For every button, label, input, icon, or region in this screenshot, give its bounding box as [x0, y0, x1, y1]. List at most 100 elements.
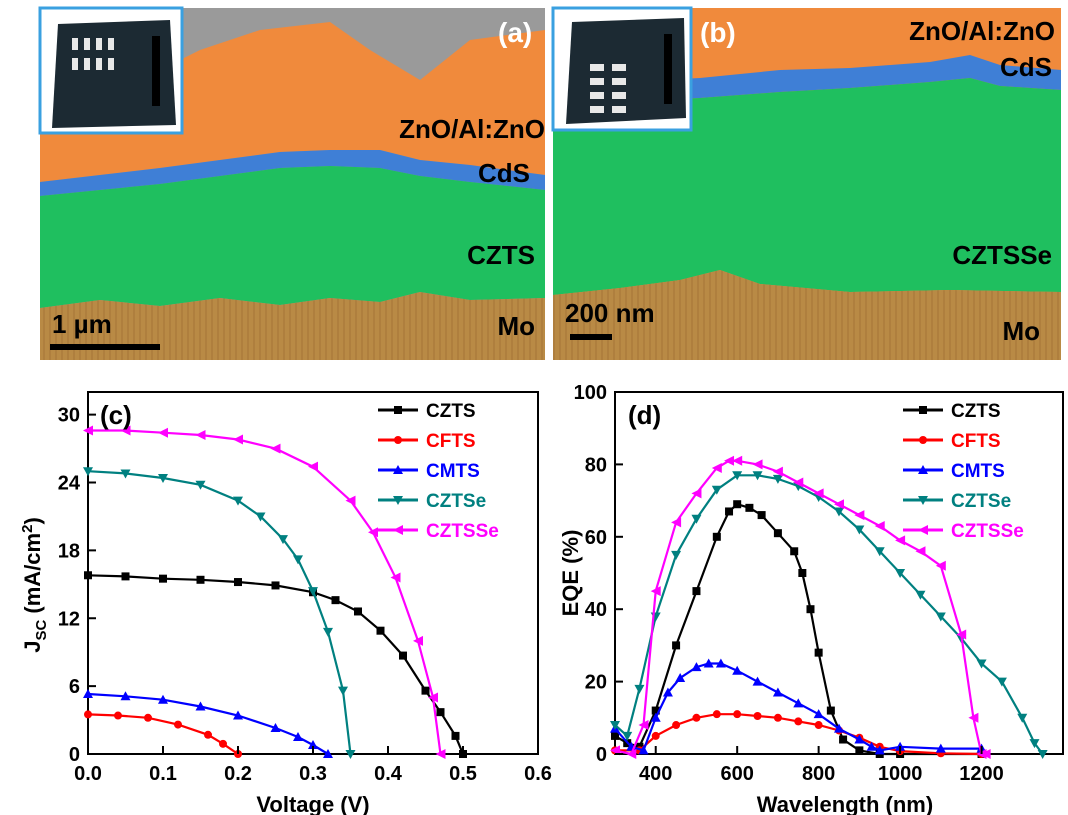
jv-point-cmts	[323, 749, 333, 758]
jv-y-label-sup: 2	[19, 525, 36, 533]
eqe-point-cfts	[651, 731, 660, 740]
eqe-legend-marker-cmts	[918, 465, 928, 474]
eqe-x-tick-label: 1000	[878, 763, 923, 785]
jv-point-cztse	[293, 555, 303, 565]
jv-plot-frame	[87, 391, 539, 755]
eqe-series-line-cztse	[614, 474, 1044, 755]
jv-legend-marker-cmts	[393, 465, 403, 474]
eqe-y-tick-label: 0	[596, 744, 607, 766]
eqe-point-cmts	[703, 658, 714, 668]
eqe-legend-marker-cztsse	[918, 525, 928, 535]
eqe-point-cztse	[996, 677, 1007, 687]
jv-point-czts	[196, 575, 205, 584]
eqe-point-cztsse	[724, 455, 735, 466]
panel-b-mo-label: Mo	[1002, 316, 1040, 346]
eqe-point-cztse	[691, 514, 702, 524]
mo-layer-b	[553, 270, 1061, 360]
jv-point-cztsse	[435, 749, 446, 759]
jv-point-czts	[159, 574, 167, 583]
eqe-point-cztse	[772, 474, 783, 484]
jv-legend-label-cztsse: CZTSSe	[426, 521, 499, 542]
eqe-point-cfts	[712, 710, 721, 719]
jv-point-cmts	[195, 701, 206, 711]
eqe-point-czts	[733, 500, 742, 509]
eqe-point-cztsse	[626, 749, 637, 759]
eqe-y-tick-label: 60	[585, 527, 607, 549]
panel-b-scalebar-label: 200 nm	[565, 298, 655, 328]
mo-layer-a	[40, 292, 545, 360]
jv-point-cfts	[219, 739, 227, 748]
eqe-point-cfts	[672, 721, 681, 730]
eqe-point-cmts	[675, 672, 686, 682]
czts-layer-a	[40, 166, 545, 308]
jv-point-cztse	[195, 480, 206, 490]
eqe-point-cztsse	[895, 535, 906, 546]
eqe-point-cfts	[753, 711, 762, 720]
czts-layer-b	[553, 78, 1061, 295]
eqe-point-czts	[725, 507, 734, 516]
jv-point-cmts	[233, 710, 243, 720]
jv-point-cztsse	[120, 425, 131, 436]
eqe-point-cmts	[813, 709, 824, 719]
jv-point-cztsse	[83, 425, 93, 436]
panel-a-mo-label: Mo	[497, 311, 535, 341]
eqe-point-cmts	[752, 676, 763, 686]
jv-legend-marker-cfts	[394, 436, 402, 444]
eqe-y-tick-label: 20	[585, 672, 607, 694]
eqe-chart: 400 600 800 1000 1200 0 20 40 60 80 100 CZTS CFTS CM…	[558, 382, 1064, 815]
jv-point-cztse	[323, 627, 333, 637]
jv-point-cztse	[255, 512, 266, 522]
eqe-legend-label-cztse: CZTSe	[951, 491, 1011, 512]
jv-point-cztse	[338, 686, 348, 696]
eqe-point-cztse	[895, 569, 906, 578]
jv-point-cztsse	[368, 527, 378, 538]
jv-point-cztse	[158, 473, 168, 483]
jv-legend-label-czts: CZTS	[426, 401, 476, 422]
eqe-point-cmts	[715, 658, 726, 668]
eqe-x-tick-label: 800	[802, 763, 835, 785]
eqe-point-czts	[798, 569, 807, 577]
jv-point-cztsse	[345, 495, 356, 506]
jv-point-czts	[421, 686, 430, 695]
eqe-point-cmts	[834, 723, 844, 733]
eqe-y-tick-label: 40	[585, 599, 607, 621]
eqe-series-line-czts	[614, 502, 982, 756]
jv-point-czts	[376, 626, 385, 635]
jv-legend-marker-cztsse	[393, 525, 403, 535]
jv-point-czts	[451, 731, 460, 740]
jv-y-label-main: J	[20, 641, 45, 653]
eqe-legend-marker-cfts	[919, 436, 927, 444]
eqe-legend-label-czts: CZTS	[951, 401, 1001, 422]
eqe-point-czts	[839, 735, 848, 744]
jv-series-line-cztse	[87, 470, 352, 755]
jv-point-cmts	[308, 739, 318, 749]
eqe-y-tick-label: 100	[574, 382, 607, 404]
eqe-point-czts	[672, 641, 681, 650]
eqe-point-cztsse	[711, 463, 722, 474]
jv-y-label-sub: SC	[33, 620, 50, 641]
eqe-point-cztsse	[650, 586, 661, 597]
eqe-point-cztse	[671, 550, 682, 560]
eqe-point-czts	[790, 547, 799, 556]
panel-a-czts-label: CZTS	[467, 240, 535, 270]
eqe-point-cmts	[935, 743, 946, 753]
jv-point-cfts	[114, 711, 122, 720]
jv-point-cztse	[120, 469, 131, 479]
jv-y-label-end: )	[20, 517, 45, 524]
eqe-point-cztse	[732, 471, 743, 481]
jv-point-czts	[84, 571, 92, 580]
jv-x-tick-label: 0.1	[149, 763, 177, 785]
jv-x-tick-label: 0.2	[224, 763, 252, 785]
sem-panel-b: (b) ZnO/Al:ZnO CdS CZTSSe Mo 200 nm	[551, 6, 1061, 360]
panel-a-zno-label: ZnO/Al:ZnO	[399, 114, 545, 144]
jv-panel-tag: (c)	[100, 400, 132, 430]
inset-photo-a	[38, 6, 184, 135]
jv-y-tick-label: 24	[58, 473, 81, 495]
eqe-x-axis-label: Wavelength (nm)	[757, 792, 933, 815]
panel-a-scalebar	[50, 344, 160, 350]
jv-y-tick-label: 12	[58, 608, 80, 630]
jv-point-czts	[331, 596, 340, 605]
sem-panel-a: (a) ZnO/Al:ZnO CdS CZTS Mo 1 µm	[38, 6, 545, 360]
eqe-panel-tag: (d)	[628, 400, 661, 430]
